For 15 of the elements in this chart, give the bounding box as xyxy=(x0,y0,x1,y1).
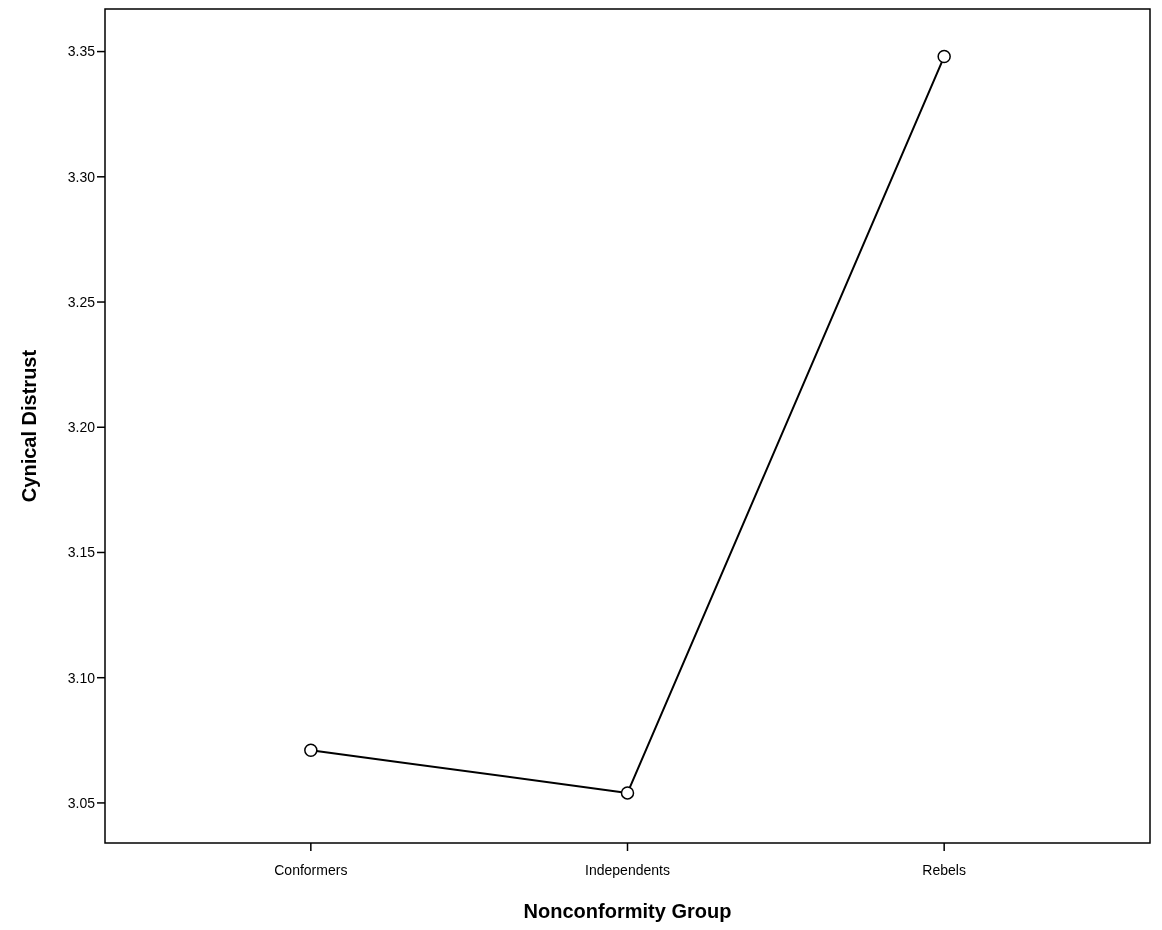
y-tick-label: 3.35 xyxy=(67,43,96,60)
point xyxy=(304,743,318,758)
x-axis-title: Nonconformity Group xyxy=(523,900,732,922)
y-tick-label: 3.10 xyxy=(67,669,96,686)
x-tick-label: Independents xyxy=(585,862,670,878)
y-tick-label: 3.25 xyxy=(67,293,96,310)
point xyxy=(937,49,951,64)
x-tick-label: Rebels xyxy=(922,862,966,878)
y-tick-label: 3.15 xyxy=(67,544,96,561)
y-tick-label: 3.30 xyxy=(67,168,96,185)
y-axis-title: Cynical Distrust xyxy=(18,349,40,503)
x-tick-label: Conformers xyxy=(274,862,348,878)
y-tick-label: 3.20 xyxy=(67,419,96,436)
y-tick-label: 3.05 xyxy=(67,794,96,811)
point xyxy=(620,786,635,800)
